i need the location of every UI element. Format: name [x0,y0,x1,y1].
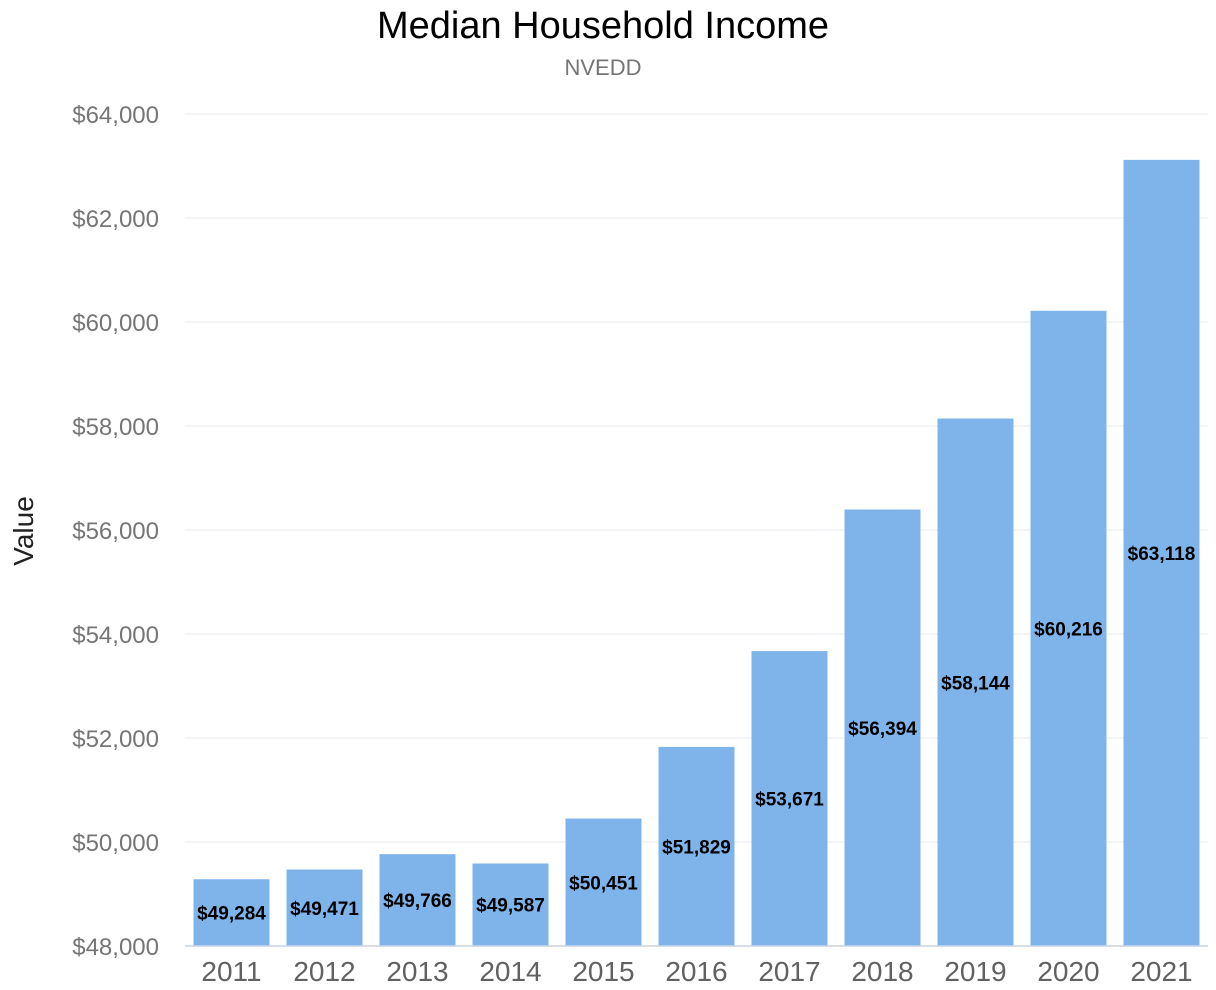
x-tick-label: 2011 [201,956,261,987]
x-tick-label: 2013 [386,956,448,987]
x-tick-label: 2019 [944,956,1006,987]
data-label: $56,394 [848,719,917,740]
y-tick-label: $64,000 [72,102,159,129]
x-axis-ticks: 2011 2012 2013 2014 2015 2016 2017 2018 2019 2020… [201,956,1192,987]
x-tick-label: 2012 [293,956,355,987]
data-label: $50,451 [569,873,638,894]
bar-2016 [658,746,735,946]
data-label: $49,766 [383,891,452,912]
bar-2013 [379,854,456,946]
bar-2020 [1030,310,1107,946]
y-tick-label: $58,000 [72,414,159,441]
data-label: $49,284 [197,904,266,925]
y-tick-label: $60,000 [72,310,159,337]
data-label: $49,471 [290,899,359,920]
bars [193,159,1200,947]
bar-2011 [193,879,270,946]
bar-2019 [937,418,1014,947]
data-label: $53,671 [755,790,824,811]
y-tick-label: $52,000 [72,726,159,753]
y-tick-label: $48,000 [72,934,159,961]
bar-2015 [565,818,642,946]
data-labels: $49,284 $49,471 $49,766 $49,587 $50,451 $51,8… [197,544,1195,925]
x-tick-label: 2016 [665,956,727,987]
y-tick-label: $50,000 [72,830,159,857]
x-tick-label: 2014 [479,956,541,987]
y-tick-label: $56,000 [72,518,159,545]
chart-title: Median Household Income [377,5,829,47]
bar-2018 [844,509,921,946]
y-tick-label: $62,000 [72,206,159,233]
data-label: $51,829 [662,837,731,858]
data-label: $60,216 [1034,619,1103,640]
data-label: $58,144 [941,673,1010,694]
bar-2017 [751,651,828,946]
gridlines [185,113,1208,843]
data-label: $49,587 [476,896,545,917]
x-tick-label: 2015 [572,956,634,987]
data-label: $63,118 [1128,544,1196,565]
bar-2012 [286,869,363,946]
bar-2021 [1123,159,1200,946]
chart-subtitle: NVEDD [564,55,641,80]
x-tick-label: 2020 [1037,956,1099,987]
y-axis-label: Value [8,496,39,566]
x-tick-label: 2018 [851,956,913,987]
y-tick-label: $54,000 [72,622,159,649]
y-axis-ticks: $48,000 $50,000 $52,000 $54,000 $56,000 $58,0… [72,102,159,961]
x-tick-label: 2021 [1130,956,1192,987]
bar-2014 [472,863,549,946]
x-tick-label: 2017 [758,956,820,987]
